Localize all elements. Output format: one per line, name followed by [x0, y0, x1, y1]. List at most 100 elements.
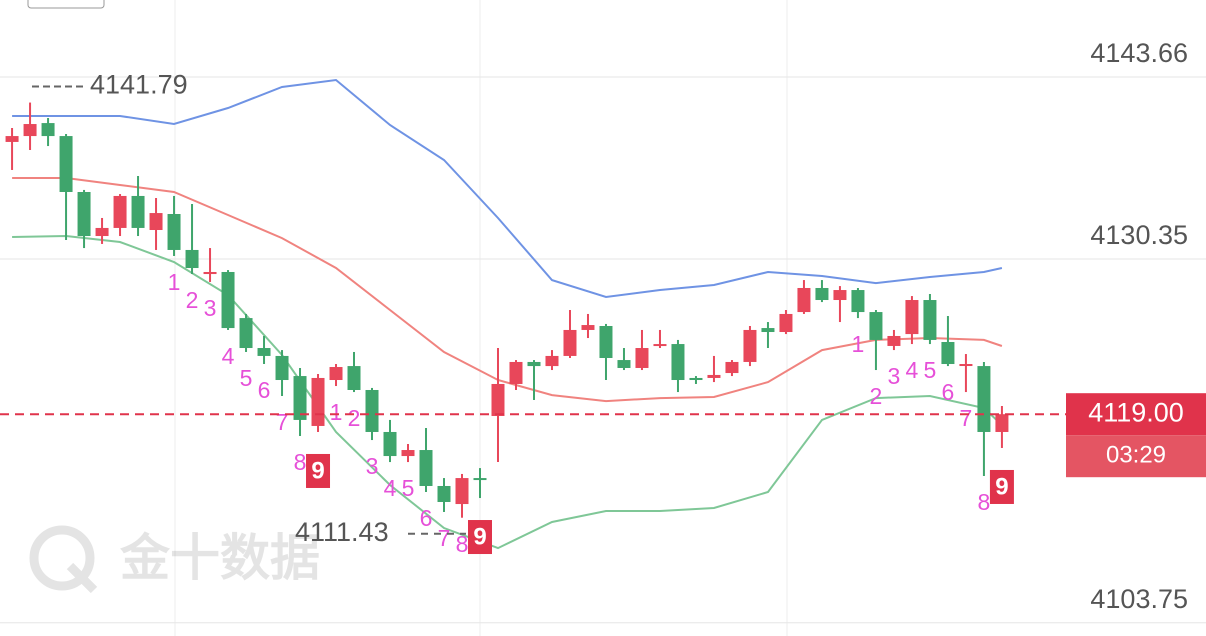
td-count: 5 — [240, 365, 253, 391]
candle-body — [329, 367, 343, 381]
candle-body — [959, 364, 973, 367]
td-count: 7 — [438, 525, 451, 551]
td-count: 6 — [258, 377, 271, 403]
candle-body — [653, 344, 667, 347]
td-count: 7 — [276, 409, 289, 435]
watermark-text: 金十数据 — [120, 530, 320, 586]
td-count: 7 — [960, 405, 973, 431]
candle-body — [527, 361, 541, 367]
td-count: 8 — [294, 449, 307, 475]
candle-body — [707, 374, 721, 378]
candle-body — [743, 329, 757, 362]
band-line — [12, 177, 1003, 403]
candle-body — [41, 123, 55, 137]
td-count: 4 — [222, 343, 235, 369]
candle-body — [905, 300, 919, 335]
candle-body — [599, 325, 613, 358]
candle-body — [59, 136, 73, 192]
candle-body — [635, 348, 649, 368]
candle-body — [455, 478, 469, 505]
td-count: 4 — [384, 475, 397, 501]
td-count: 1 — [330, 399, 343, 425]
candle-body — [725, 361, 739, 374]
candle-body — [797, 287, 811, 313]
low-marker-label: 4111.43 — [295, 517, 389, 547]
candle-body — [275, 355, 289, 381]
candle-body — [545, 355, 559, 367]
td-count: 2 — [870, 383, 883, 409]
candle-body — [239, 318, 253, 349]
candle-body — [23, 124, 37, 137]
td-count: 9 — [311, 457, 324, 484]
td-count: 3 — [888, 363, 901, 389]
candle-body — [113, 195, 127, 228]
candle-body — [779, 313, 793, 333]
candle-body — [221, 271, 235, 329]
candle-body — [185, 249, 199, 269]
td-count: 5 — [402, 475, 415, 501]
candle-body — [815, 287, 829, 301]
td-box — [306, 453, 331, 488]
candle-body — [869, 312, 883, 340]
candle-body — [563, 329, 577, 356]
candle-body — [941, 341, 955, 365]
td-count: 8 — [978, 489, 991, 515]
td-box — [989, 469, 1014, 504]
last-price-label: 4119.00 — [1088, 397, 1184, 427]
candle-body — [473, 478, 487, 481]
td-count: 4 — [906, 357, 919, 383]
candle-body — [257, 348, 271, 356]
watermark-logo — [29, 525, 95, 591]
watermark: 金十数据 — [29, 525, 320, 594]
candle-body — [5, 136, 19, 142]
candle-body — [95, 227, 109, 237]
td-count: 1 — [168, 269, 181, 295]
candle-body — [761, 328, 775, 333]
watermark-logo — [66, 562, 98, 594]
td-count: 2 — [186, 287, 199, 313]
countdown-label: 03:29 — [1106, 442, 1166, 469]
candle-body — [833, 290, 847, 301]
candle-body — [383, 431, 397, 457]
candle-body — [923, 300, 937, 340]
candle-body — [365, 389, 379, 432]
toolbar-button[interactable] — [27, 0, 105, 9]
band-line — [12, 78, 1003, 299]
candle-body — [77, 191, 91, 237]
last-price-box — [1066, 393, 1206, 436]
td-count: 6 — [942, 379, 955, 405]
countdown-box — [1066, 435, 1206, 478]
candle-body — [689, 377, 703, 381]
candle-body — [347, 366, 361, 390]
candle-body — [203, 271, 217, 275]
candle-body — [887, 335, 901, 346]
td-count: 2 — [348, 405, 361, 431]
y-tick-label: 4103.75 — [1090, 584, 1188, 614]
y-tick-label: 4143.66 — [1090, 38, 1188, 68]
td-count: 3 — [366, 453, 379, 479]
td-count: 6 — [420, 505, 433, 531]
candle-body — [671, 344, 685, 381]
td-count: 9 — [473, 523, 486, 550]
candle-body — [995, 414, 1009, 432]
td-box — [467, 520, 492, 555]
td-count: 9 — [995, 473, 1008, 500]
candle-body — [131, 195, 145, 228]
candle-body — [293, 376, 307, 420]
candle-body — [437, 485, 451, 502]
candle-body — [401, 450, 415, 457]
y-tick-label: 4130.35 — [1090, 220, 1188, 250]
td-count: 5 — [924, 357, 937, 383]
td-count: 1 — [852, 331, 865, 357]
td-count: 3 — [204, 295, 217, 321]
candle-body — [149, 213, 163, 231]
candle-body — [419, 450, 433, 486]
candle-body — [977, 366, 991, 432]
candle-body — [167, 214, 181, 250]
candle-body — [491, 383, 505, 416]
candle-body — [509, 361, 523, 384]
td-count: 8 — [456, 531, 469, 557]
